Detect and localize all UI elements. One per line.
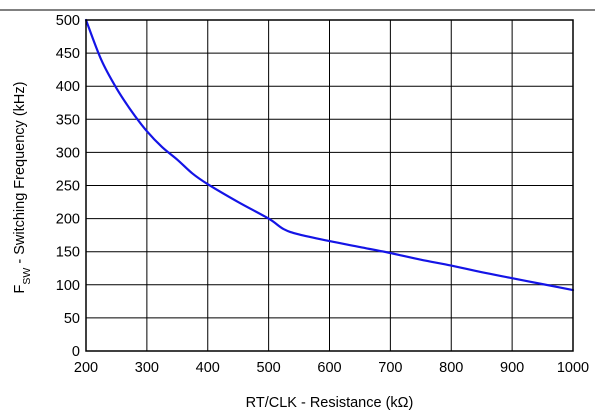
y-tick-label: 150 <box>56 245 80 261</box>
x-tick-label: 600 <box>317 360 341 376</box>
y-tick-label: 300 <box>56 145 80 161</box>
x-tick-label: 800 <box>439 360 463 376</box>
y-tick-label: 350 <box>56 112 80 128</box>
y-tick-label: 250 <box>56 179 80 195</box>
y-tick-label: 450 <box>56 46 80 62</box>
y-tick-label: 100 <box>56 278 80 294</box>
grid <box>85 19 574 352</box>
x-tick-label: 500 <box>257 360 281 376</box>
y-tick-label: 400 <box>56 79 80 95</box>
y-axis-label-rest: - Switching Frequency (kHz) <box>12 82 28 268</box>
y-tick-label: 200 <box>56 212 80 228</box>
y-axis-ticks: 0 50 100 150 200 250 300 350 400 450 500 <box>56 13 80 360</box>
y-tick-label: 50 <box>64 311 80 327</box>
x-tick-label: 300 <box>135 360 159 376</box>
y-tick-label: 0 <box>72 344 80 360</box>
x-tick-label: 900 <box>500 360 524 376</box>
x-tick-label: 400 <box>196 360 220 376</box>
y-axis-label-subscript: SW <box>21 268 33 285</box>
plot-frame <box>85 19 574 352</box>
y-axis-label-main: F <box>12 284 28 293</box>
y-tick-label: 500 <box>56 13 80 29</box>
x-axis-ticks: 200 300 400 500 600 700 800 900 1000 <box>74 360 589 376</box>
x-tick-label: 1000 <box>557 360 589 376</box>
x-axis-label: RT/CLK - Resistance (kΩ) <box>246 395 414 411</box>
x-tick-label: 200 <box>74 360 98 376</box>
x-tick-label: 700 <box>378 360 402 376</box>
y-axis-label: FSW - Switching Frequency (kHz) <box>12 82 33 294</box>
series-line <box>84 18 575 292</box>
series-layer <box>84 18 575 292</box>
